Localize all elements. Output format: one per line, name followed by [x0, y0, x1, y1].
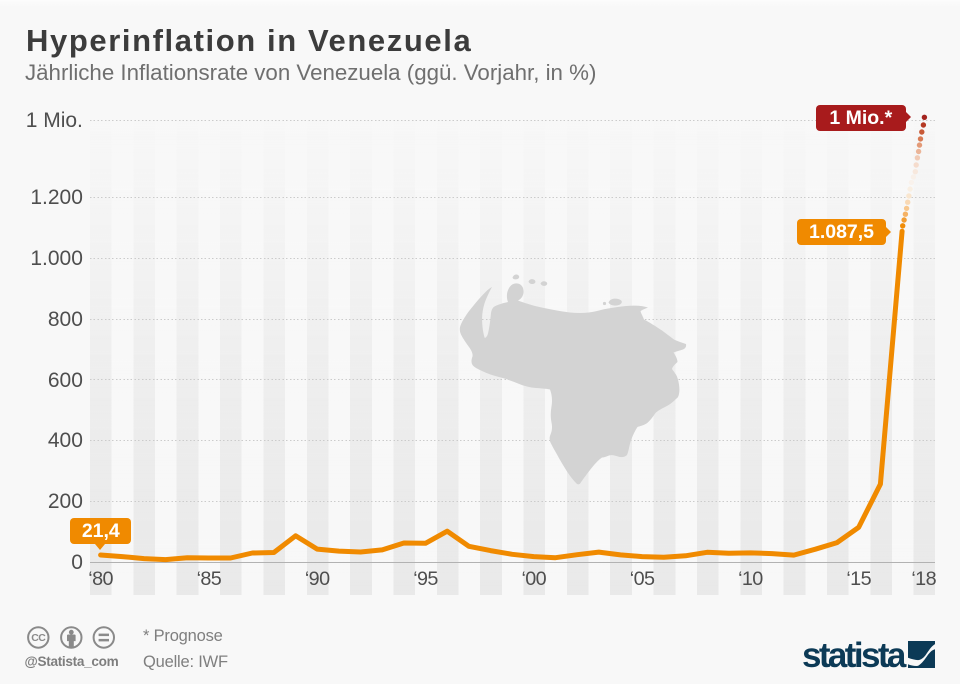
- svg-text:CC: CC: [31, 632, 46, 644]
